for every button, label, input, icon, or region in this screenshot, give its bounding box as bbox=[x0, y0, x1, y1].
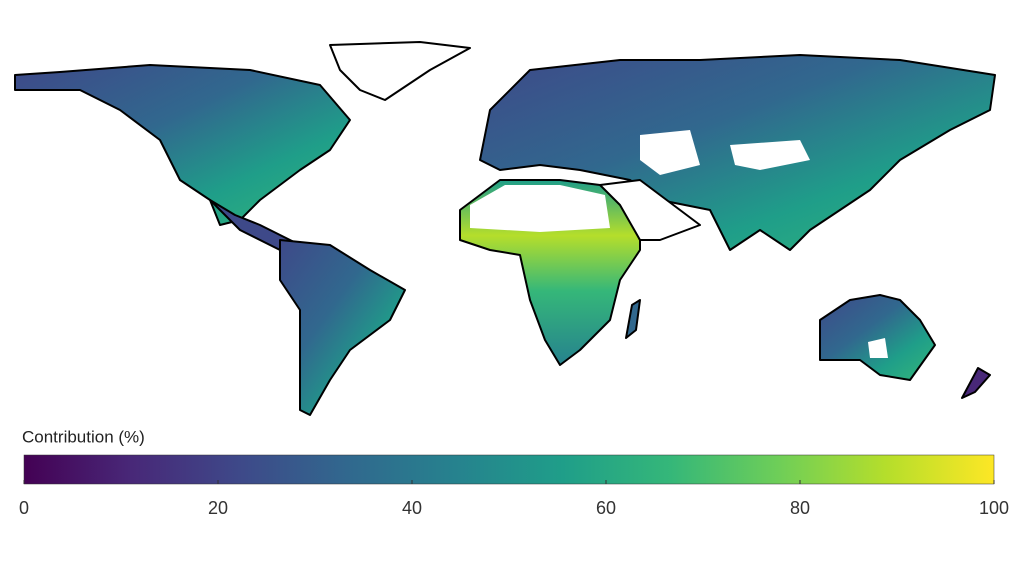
greenland bbox=[329, 41, 471, 101]
arabia bbox=[599, 179, 701, 241]
colorbar-tick-label: 100 bbox=[979, 498, 1009, 518]
north-america bbox=[14, 64, 351, 226]
colorbar-tick-label: 60 bbox=[596, 498, 616, 518]
madagascar bbox=[625, 299, 641, 339]
colorbar bbox=[23, 454, 995, 485]
sahara-no-data bbox=[470, 185, 610, 232]
asia-no-data bbox=[640, 130, 700, 175]
colorbar-tick-label: 20 bbox=[208, 498, 228, 518]
australia-no-data bbox=[868, 338, 888, 358]
australia bbox=[819, 294, 936, 381]
colorbar-tick-label: 0 bbox=[19, 498, 29, 518]
colorbar-tick-label: 40 bbox=[402, 498, 422, 518]
colorbar-ticks: 0 20 40 60 80 100 bbox=[19, 480, 1009, 518]
colorbar-tick-label: 80 bbox=[790, 498, 810, 518]
new-zealand bbox=[961, 367, 991, 399]
world-map bbox=[14, 41, 996, 416]
south-america bbox=[279, 239, 406, 416]
gobi-no-data bbox=[730, 140, 810, 170]
colorbar-title: Contribution (%) bbox=[22, 427, 145, 446]
